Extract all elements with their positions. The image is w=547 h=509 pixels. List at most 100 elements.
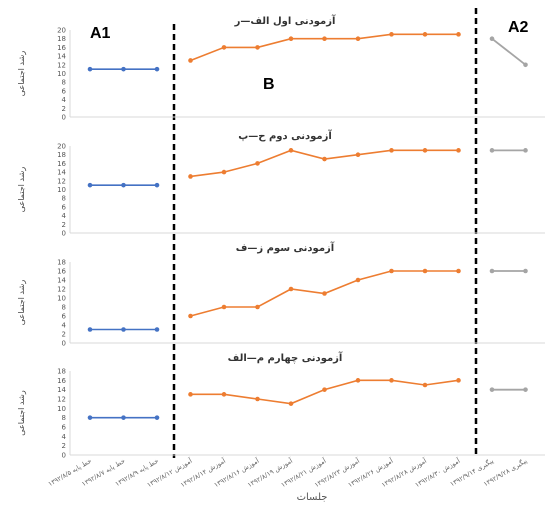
followup-data-point (489, 387, 495, 392)
treatment-data-point (322, 156, 327, 162)
treatment-data-point (221, 304, 227, 310)
treatment-data-point (355, 152, 361, 157)
y-tick-label: 14 (57, 277, 66, 285)
treatment-data-point (288, 148, 294, 153)
treatment-data-point (288, 286, 294, 292)
followup-series-line (491, 37, 527, 66)
followup-data-point (523, 62, 528, 68)
treatment-data-point (456, 268, 461, 274)
phase-label-a2: A2 (508, 19, 529, 36)
y-axis-label: رشد اجتماعی (17, 51, 26, 97)
y-tick-label: 16 (57, 268, 66, 276)
y-tick-label: 10 (57, 186, 66, 194)
treatment-data-point (355, 378, 361, 383)
y-tick-label: 6 (62, 87, 67, 95)
treatment-data-point (456, 378, 461, 383)
y-tick-label: 18 (57, 368, 66, 376)
y-tick-label: 18 (57, 35, 66, 43)
y-tick-label: 2 (62, 331, 66, 339)
panel-title: آزمودنی دوم ح—پ (238, 129, 332, 142)
treatment-data-point (221, 392, 227, 397)
baseline-data-point (154, 415, 160, 420)
followup-data-point (523, 268, 528, 274)
y-tick-label: 14 (57, 169, 66, 177)
baseline-data-point (154, 66, 160, 72)
y-tick-label: 20 (57, 143, 66, 151)
baseline-data-point (87, 66, 93, 72)
y-tick-label: 20 (57, 27, 66, 35)
x-axis-label: جلسات (297, 492, 328, 503)
treatment-data-point (255, 161, 260, 166)
y-tick-label: 2 (62, 442, 66, 450)
treatment-data-point (422, 32, 428, 37)
treatment-data-point (188, 58, 193, 63)
y-tick-label: 0 (62, 452, 66, 460)
y-tick-label: 4 (62, 433, 67, 441)
treatment-data-point (422, 382, 428, 388)
y-tick-label: 16 (57, 44, 66, 52)
treatment-data-point (221, 45, 227, 50)
followup-data-point (489, 36, 495, 41)
followup-data-point (523, 148, 528, 153)
y-tick-label: 14 (57, 386, 66, 394)
y-tick-label: 4 (62, 322, 67, 330)
treatment-data-point (255, 45, 260, 50)
y-tick-label: 10 (57, 295, 66, 303)
y-tick-label: 6 (62, 424, 67, 432)
treatment-data-point (188, 313, 193, 319)
y-tick-label: 2 (62, 221, 66, 229)
y-tick-label: 12 (57, 286, 66, 294)
y-tick-label: 18 (57, 151, 66, 159)
followup-data-point (523, 387, 528, 392)
treatment-data-point (422, 148, 428, 153)
baseline-data-point (154, 327, 160, 332)
y-tick-label: 12 (57, 177, 66, 185)
phase-label-a1: A1 (90, 25, 111, 42)
y-tick-label: 0 (62, 230, 66, 238)
y-tick-label: 2 (62, 105, 66, 113)
panel-title: آزمودنی اول الف—ر (234, 14, 336, 27)
y-tick-label: 10 (57, 70, 66, 78)
treatment-data-point (355, 36, 361, 41)
y-tick-label: 8 (62, 414, 66, 422)
treatment-data-point (322, 36, 327, 41)
y-tick-label: 4 (62, 212, 67, 220)
y-tick-label: 4 (62, 96, 67, 104)
y-tick-label: 0 (62, 340, 66, 348)
y-tick-label: 0 (62, 114, 66, 122)
baseline-data-point (121, 66, 126, 72)
treatment-data-point (456, 148, 461, 153)
treatment-series-line (190, 149, 459, 178)
treatment-data-point (288, 36, 294, 41)
baseline-data-point (121, 415, 126, 420)
treatment-data-point (389, 148, 394, 153)
baseline-data-point (87, 327, 93, 332)
treatment-data-point (255, 304, 260, 310)
treatment-data-point (322, 387, 327, 392)
y-tick-label: 8 (62, 304, 66, 312)
treatment-data-point (188, 174, 193, 179)
treatment-data-point (422, 268, 428, 274)
y-tick-label: 6 (62, 313, 67, 321)
phase-label-b: B (263, 76, 275, 93)
baseline-data-point (121, 327, 126, 332)
y-axis-label: رشد اجتماعی (17, 280, 26, 326)
y-tick-label: 6 (62, 203, 67, 211)
baseline-data-point (154, 182, 160, 188)
y-tick-label: 16 (57, 377, 66, 385)
y-tick-label: 10 (57, 405, 66, 413)
y-tick-label: 12 (57, 396, 66, 404)
y-tick-label: 12 (57, 61, 66, 69)
y-axis-label: رشد اجتماعی (17, 167, 26, 213)
treatment-series-line (190, 379, 459, 405)
y-tick-label: 18 (57, 259, 66, 267)
treatment-data-point (389, 268, 394, 274)
baseline-data-point (121, 182, 126, 188)
panel-title: آزمودنی چهارم م—الف (228, 351, 343, 364)
baseline-data-point (87, 415, 93, 420)
treatment-data-point (288, 401, 294, 406)
followup-data-point (489, 268, 495, 274)
baseline-data-point (87, 182, 93, 188)
treatment-data-point (255, 396, 260, 402)
